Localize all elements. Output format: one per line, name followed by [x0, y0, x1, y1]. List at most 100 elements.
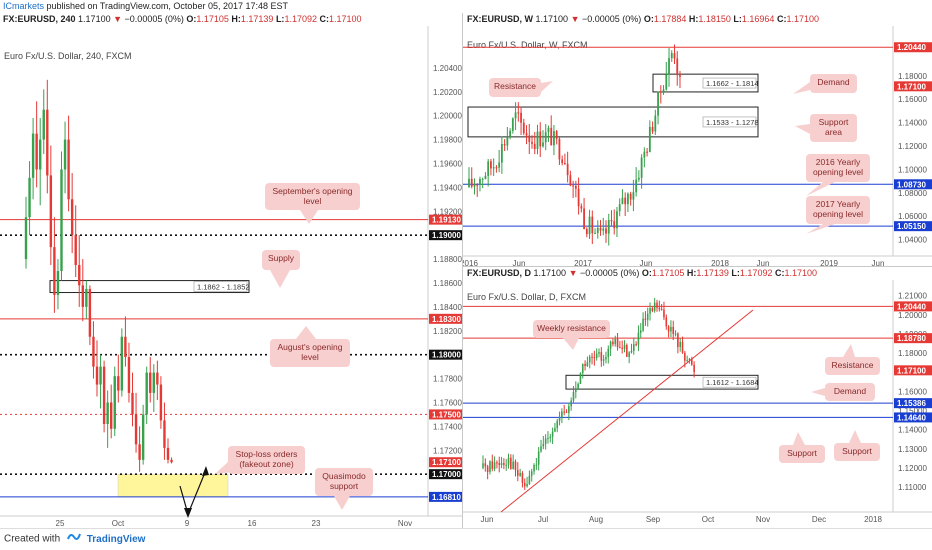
candle-body	[602, 228, 605, 231]
down-arrow-icon: ▼	[568, 268, 578, 278]
y-tick-label: 1.08000	[898, 189, 927, 198]
supply-zone	[49, 280, 250, 294]
x-tick-label: 9	[185, 519, 190, 528]
x-tick-label: 2018	[864, 515, 882, 524]
quote-change: −0.00005 (0%)	[582, 14, 642, 24]
tradingview-logo-icon	[66, 529, 81, 549]
chart-panel-weekly[interactable]: FX:EURUSD, W 1.17100 ▼ −0.00005 (0%) O:1…	[463, 13, 932, 266]
candle-body	[74, 235, 77, 266]
candle-body	[629, 193, 632, 200]
candle-body	[616, 339, 619, 348]
candle-body	[496, 462, 498, 464]
candle-body	[141, 414, 145, 460]
candle-body	[113, 376, 116, 429]
candle-body	[492, 167, 495, 169]
candle-body	[605, 357, 607, 360]
chart-4h-svg[interactable]: Euro Fx/U.S. Dollar, 240, FXCM 1.20400 1.2…	[0, 26, 462, 528]
quote-high: 1.17139	[240, 14, 274, 24]
level-price-label: 1.14640	[897, 413, 926, 422]
candle-body	[537, 451, 540, 465]
last-price-box	[894, 81, 932, 92]
price-label-box	[429, 214, 462, 225]
candle-body	[635, 179, 638, 193]
candle-body	[484, 175, 487, 179]
callout-box	[533, 320, 610, 338]
candle-body	[563, 411, 565, 413]
chart-daily-svg[interactable]: Euro Fx/U.S. Dollar, D, FXCM 1.21000 1.200…	[463, 280, 932, 528]
candle-body	[531, 141, 533, 144]
candle-body	[503, 144, 506, 146]
candle-body	[595, 353, 598, 359]
candle-body	[637, 177, 640, 180]
callout-pointer	[563, 338, 579, 350]
chart-title: Euro Fx/U.S. Dollar, D, FXCM	[467, 292, 586, 302]
y-tick-label: 1.18000	[898, 349, 927, 358]
footer-bar: Created with TradingView	[0, 528, 932, 550]
candle-body	[581, 363, 584, 374]
candle-body	[514, 112, 517, 119]
candle-body	[643, 151, 646, 158]
candle-body	[646, 151, 648, 153]
candle-body	[624, 197, 627, 205]
callout-pointer	[296, 326, 316, 339]
y-tick-label: 1.19600	[433, 159, 462, 168]
candle-body	[512, 461, 514, 469]
candle-body	[166, 447, 170, 460]
candle-body	[570, 400, 572, 407]
candle-body	[134, 414, 138, 445]
candle-body	[159, 384, 163, 421]
candle-body	[679, 341, 681, 348]
candle-body	[621, 197, 624, 205]
candle-body	[684, 352, 686, 361]
level-price-label: 1.19130	[432, 216, 461, 225]
candle-body	[78, 265, 81, 286]
publisher-name[interactable]: ICmarkets	[3, 1, 45, 11]
callout-text: Support	[842, 446, 872, 456]
level-price-label: 1.16810	[432, 493, 461, 502]
y-tick-label: 1.17200	[433, 446, 462, 455]
candle-body	[551, 431, 554, 437]
candle-body	[648, 126, 651, 152]
candle-body	[618, 204, 621, 212]
candle-body	[506, 136, 509, 146]
published-text: published on TradingView.com, October 05…	[44, 1, 289, 11]
callout-box	[825, 357, 880, 375]
symbol-label: FX:EURUSD, W	[467, 14, 533, 24]
candle-body	[517, 470, 519, 476]
tradingview-brand-link[interactable]: TradingView	[86, 533, 146, 545]
level-price-label: 1.18780	[897, 334, 926, 343]
last-price-box	[429, 457, 462, 468]
quote-open: 1.17105	[196, 14, 229, 24]
callout-pointer	[270, 270, 290, 288]
y-tick-label: 1.18800	[433, 255, 462, 264]
candle-body	[491, 461, 494, 469]
callout-text: Support	[819, 117, 849, 127]
y-tick-label: 1.10000	[898, 165, 927, 174]
y-tick-label: 1.17400	[433, 422, 462, 431]
zone-label-box	[193, 281, 248, 292]
price-label-box	[429, 491, 462, 502]
candle-body	[619, 347, 621, 349]
callout-text: Demand	[817, 77, 849, 87]
candle-body	[605, 228, 607, 234]
quote-close-c: 1.17100	[784, 268, 818, 278]
chart-panel-4h[interactable]: FX:EURUSD, 240 1.17100 ▼ −0.00005 (0%) O…	[0, 13, 462, 528]
callout-pointer	[300, 210, 318, 224]
y-tick-label: 1.12000	[898, 142, 927, 151]
x-tick-label: Jun	[757, 259, 770, 266]
candle-body	[63, 139, 67, 170]
price-label-box	[429, 409, 462, 420]
y-tick-label: 1.20000	[433, 112, 462, 121]
candle-body	[591, 356, 593, 358]
y-tick-label: 1.19800	[433, 136, 462, 145]
candle-body	[665, 74, 668, 90]
chart-panel-daily[interactable]: FX:EURUSD, D 1.17100 ▼ −0.00005 (0%) O:1…	[463, 267, 932, 528]
x-tick-label: Sep	[646, 515, 661, 524]
candle-body	[572, 185, 575, 187]
chart-weekly-svg[interactable]: Euro Fx/U.S. Dollar, W, FXCM 1.18000 1.160…	[463, 26, 932, 266]
candle-body	[665, 317, 668, 327]
callout-text: Resistance	[831, 360, 873, 370]
candle-body	[558, 417, 561, 421]
y-tick-label: 1.13000	[898, 445, 927, 454]
y-tick-label: 1.16000	[898, 95, 927, 104]
